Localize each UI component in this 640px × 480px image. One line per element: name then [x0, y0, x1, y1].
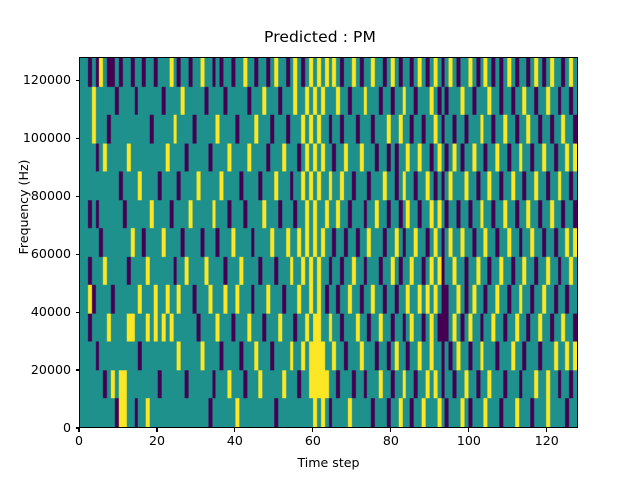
y-tick-mark: [75, 253, 79, 255]
y-tick-label: 80000: [30, 187, 71, 203]
x-tick-label: 20: [148, 433, 165, 448]
x-tick-label: 40: [226, 433, 243, 448]
y-tick-mark: [75, 369, 79, 371]
x-tick-mark: [234, 428, 236, 432]
x-tick-mark: [78, 428, 80, 432]
y-tick-mark: [75, 137, 79, 139]
x-tick-mark: [390, 428, 392, 432]
x-tick-mark: [156, 428, 158, 432]
x-tick-label: 0: [74, 433, 83, 448]
x-tick-label: 100: [456, 433, 481, 448]
x-tick-label: 80: [382, 433, 399, 448]
y-tick-mark: [75, 195, 79, 197]
heatmap-axes: [79, 57, 578, 428]
y-tick-label: 60000: [30, 245, 71, 261]
y-tick-label: 120000: [22, 71, 71, 87]
x-tick-mark: [312, 428, 314, 432]
x-tick-mark: [546, 428, 548, 432]
y-tick-mark: [75, 311, 79, 313]
x-tick-label: 120: [534, 433, 559, 448]
page-title: Predicted : PM: [264, 28, 376, 46]
y-tick-mark: [75, 427, 79, 429]
y-axis-label: Frequency (Hz): [16, 159, 31, 255]
y-tick-mark: [75, 79, 79, 81]
y-tick-label: 100000: [22, 129, 71, 145]
y-tick-label: 40000: [30, 303, 71, 319]
y-tick-label: 0: [62, 419, 71, 435]
x-axis-label: Time step: [297, 455, 360, 470]
x-tick-label: 60: [304, 433, 321, 448]
heatmap-canvas: [80, 58, 577, 427]
y-tick-label: 20000: [30, 361, 71, 377]
x-tick-mark: [468, 428, 470, 432]
